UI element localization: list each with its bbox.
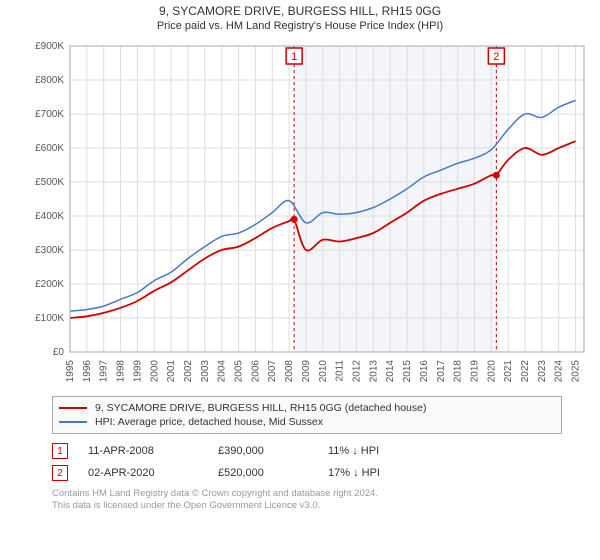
sale-price: £520,000: [218, 467, 308, 479]
footer-line: Contains HM Land Registry data © Crown c…: [52, 488, 600, 500]
svg-text:2004: 2004: [217, 360, 228, 383]
svg-text:£600K: £600K: [35, 143, 64, 154]
svg-text:2019: 2019: [469, 360, 480, 383]
svg-text:2001: 2001: [166, 360, 177, 383]
svg-text:1996: 1996: [82, 360, 93, 383]
svg-text:2008: 2008: [284, 360, 295, 383]
svg-text:2021: 2021: [503, 360, 514, 383]
legend-row: 9, SYCAMORE DRIVE, BURGESS HILL, RH15 0G…: [59, 401, 555, 415]
chart-area: £0 £100K £200K £300K £400K £500K £600K £700K £80…: [22, 40, 592, 390]
sale-pct: 11% ↓ HPI: [328, 445, 428, 457]
svg-text:2022: 2022: [520, 360, 531, 383]
legend: 9, SYCAMORE DRIVE, BURGESS HILL, RH15 0G…: [52, 396, 562, 434]
sale-marker-icon: 2: [52, 465, 68, 481]
svg-text:2007: 2007: [267, 360, 278, 383]
svg-text:£900K: £900K: [35, 41, 64, 52]
svg-text:2013: 2013: [368, 360, 379, 383]
chart-svg: £0 £100K £200K £300K £400K £500K £600K £700K £80…: [22, 40, 592, 390]
svg-text:2005: 2005: [234, 360, 245, 383]
sales-table: 1 11-APR-2008 £390,000 11% ↓ HPI 2 02-AP…: [52, 440, 562, 484]
svg-text:2024: 2024: [554, 360, 565, 383]
sale-row: 1 11-APR-2008 £390,000 11% ↓ HPI: [52, 440, 562, 462]
sale-row: 2 02-APR-2020 £520,000 17% ↓ HPI: [52, 462, 562, 484]
svg-text:2000: 2000: [149, 360, 160, 383]
svg-text:2009: 2009: [301, 360, 312, 383]
chart-subtitle: Price paid vs. HM Land Registry's House …: [0, 20, 600, 32]
svg-text:£800K: £800K: [35, 75, 64, 86]
svg-text:£0: £0: [53, 347, 65, 358]
svg-text:1: 1: [291, 51, 297, 63]
svg-text:2003: 2003: [200, 360, 211, 383]
svg-text:2014: 2014: [385, 360, 396, 383]
sale-date: 02-APR-2020: [88, 467, 198, 479]
svg-text:2011: 2011: [335, 360, 346, 382]
legend-row: HPI: Average price, detached house, Mid …: [59, 415, 555, 429]
svg-text:£300K: £300K: [35, 245, 64, 256]
svg-text:2015: 2015: [402, 360, 413, 383]
svg-text:2017: 2017: [436, 360, 447, 383]
svg-text:1997: 1997: [99, 360, 110, 383]
svg-text:1999: 1999: [132, 360, 143, 383]
svg-text:1995: 1995: [65, 360, 76, 383]
svg-text:2012: 2012: [351, 360, 362, 383]
svg-text:2010: 2010: [318, 360, 329, 383]
svg-text:2018: 2018: [453, 360, 464, 383]
svg-text:2016: 2016: [419, 360, 430, 383]
svg-text:2002: 2002: [183, 360, 194, 383]
svg-text:£100K: £100K: [35, 313, 64, 324]
legend-swatch: [59, 421, 87, 423]
svg-text:2: 2: [493, 51, 499, 63]
svg-text:2025: 2025: [571, 360, 582, 383]
legend-label: 9, SYCAMORE DRIVE, BURGESS HILL, RH15 0G…: [95, 402, 426, 414]
legend-label: HPI: Average price, detached house, Mid …: [95, 416, 323, 428]
svg-text:2023: 2023: [537, 360, 548, 383]
svg-text:£200K: £200K: [35, 279, 64, 290]
sale-date: 11-APR-2008: [88, 445, 198, 457]
svg-text:2020: 2020: [486, 360, 497, 383]
svg-text:£500K: £500K: [35, 177, 64, 188]
footer: Contains HM Land Registry data © Crown c…: [52, 488, 600, 513]
sale-marker-icon: 1: [52, 443, 68, 459]
footer-line: This data is licensed under the Open Gov…: [52, 500, 600, 512]
sale-price: £390,000: [218, 445, 308, 457]
sale-pct: 17% ↓ HPI: [328, 467, 428, 479]
legend-swatch: [59, 407, 87, 409]
svg-text:£700K: £700K: [35, 109, 64, 120]
svg-text:£400K: £400K: [35, 211, 64, 222]
svg-text:2006: 2006: [250, 360, 261, 383]
chart-title: 9, SYCAMORE DRIVE, BURGESS HILL, RH15 0G…: [0, 4, 600, 18]
svg-text:1998: 1998: [116, 360, 127, 383]
